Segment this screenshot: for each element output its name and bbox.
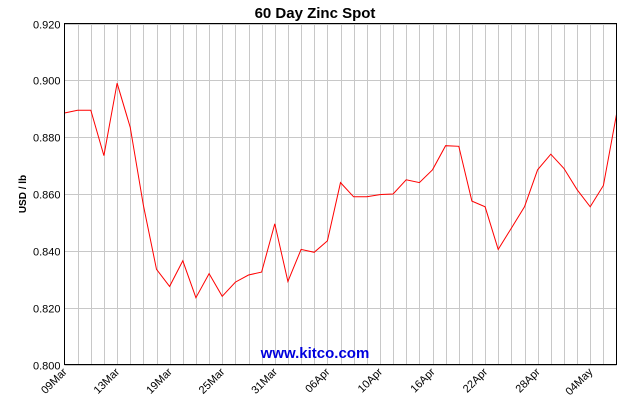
y-tick-label: 0.820	[33, 304, 61, 316]
x-axis-ticks: 09Mar 13Mar 19Mar 25Mar 31Mar 06Apr 10Apr 16Apr…	[39, 366, 596, 398]
x-tick-label: 22Apr	[461, 366, 490, 395]
series-layer	[64, 83, 617, 299]
x-tick-label: 13Mar	[92, 366, 123, 397]
plot-frame	[64, 23, 617, 365]
grid-lines	[64, 23, 617, 366]
zinc-price-line	[64, 83, 617, 299]
y-tick-label: 0.900	[33, 76, 61, 88]
x-tick-label: 10Apr	[356, 366, 385, 395]
x-tick-label: 04May	[563, 366, 595, 398]
y-tick-label: 0.800	[33, 361, 61, 373]
y-tick-label: 0.840	[33, 247, 61, 259]
x-tick-label: 19Mar	[144, 366, 175, 397]
y-axis-ticks: 0.800 0.820 0.840 0.860 0.880 0.900 0.920	[33, 20, 61, 373]
y-tick-label: 0.880	[33, 133, 61, 145]
x-tick-label: 06Apr	[303, 366, 332, 395]
x-tick-label: 31Mar	[249, 366, 280, 397]
x-tick-label: 16Apr	[408, 366, 437, 395]
chart-title: 60 Day Zinc Spot	[255, 5, 376, 22]
y-tick-label: 0.920	[33, 20, 61, 32]
y-axis-label: USD / lb	[18, 175, 29, 213]
watermark: www.kitco.com	[260, 345, 370, 362]
x-tick-label: 25Mar	[197, 366, 228, 397]
y-tick-label: 0.860	[33, 190, 61, 202]
x-tick-label: 28Apr	[514, 366, 543, 395]
